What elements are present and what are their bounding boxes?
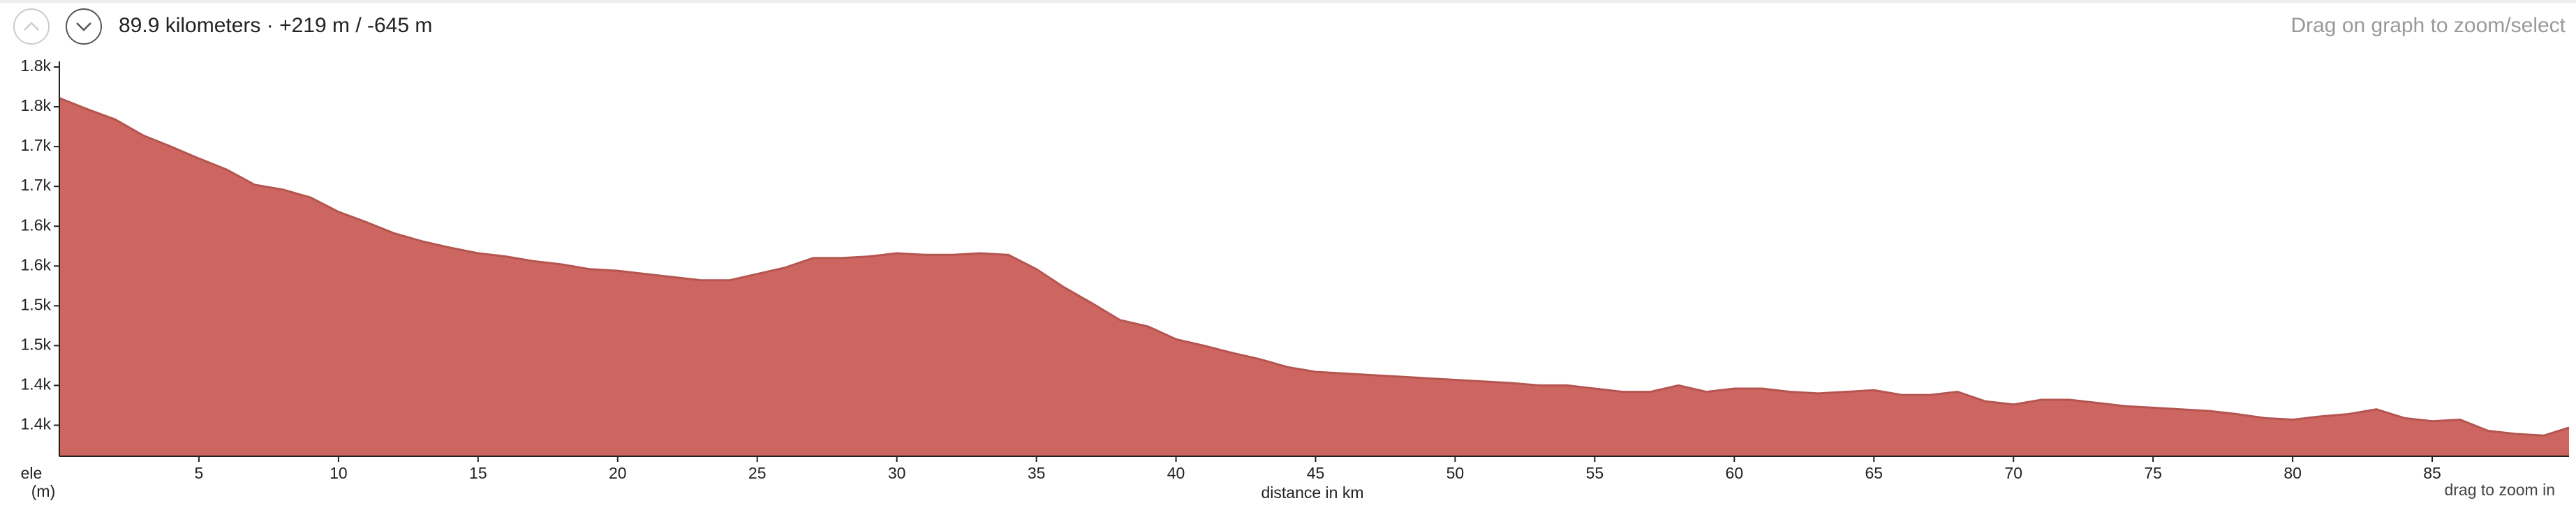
top-border	[0, 0, 2576, 3]
elevation-line	[59, 97, 2570, 437]
x-tick-label: 80	[2283, 464, 2302, 482]
y-tick-label: 1.8k	[21, 96, 52, 114]
drag-note: drag to zoom in	[2444, 481, 2555, 499]
y-label: ele	[21, 464, 43, 482]
x-tick-label: 15	[469, 464, 487, 482]
y-tick-label: 1.6k	[21, 216, 52, 234]
collapse-button[interactable]	[13, 8, 50, 45]
x-tick-label: 35	[1028, 464, 1046, 482]
y-tick-label: 1.7k	[21, 176, 52, 194]
y-tick-label: 1.4k	[21, 375, 52, 393]
x-tick-label: 40	[1167, 464, 1185, 482]
x-tick-label: 85	[2423, 464, 2441, 482]
y-tick-label: 1.4k	[21, 415, 52, 433]
x-tick-label: 50	[1446, 464, 1465, 482]
x-tick-label: 10	[330, 464, 348, 482]
x-tick-label: 45	[1307, 464, 1325, 482]
x-tick-label: 5	[195, 464, 204, 482]
y-tick-label: 1.6k	[21, 255, 52, 273]
expand-button[interactable]	[66, 8, 102, 45]
x-tick-label: 60	[1726, 464, 1744, 482]
y-tick-label: 1.7k	[21, 136, 52, 154]
elevation-area	[59, 98, 2569, 456]
x-tick-label: 30	[888, 464, 906, 482]
x-tick-label: 20	[609, 464, 627, 482]
x-tick-label: 55	[1586, 464, 1604, 482]
route-summary: 89.9 kilometers · +219 m / -645 m	[119, 14, 432, 37]
x-tick-label: 65	[1865, 464, 1883, 482]
zoom-hint: Drag on graph to zoom/select	[2290, 14, 2566, 37]
y-tick-label: 1.8k	[21, 57, 52, 75]
y-tick-label: 1.5k	[21, 335, 52, 353]
y-tick-label: 1.5k	[21, 295, 52, 313]
x-tick-label: 75	[2144, 464, 2162, 482]
x-label: distance in km	[1261, 483, 1363, 502]
x-tick-label: 70	[2004, 464, 2022, 482]
x-tick-label: 25	[748, 464, 767, 482]
y-unit: (m)	[31, 482, 55, 500]
